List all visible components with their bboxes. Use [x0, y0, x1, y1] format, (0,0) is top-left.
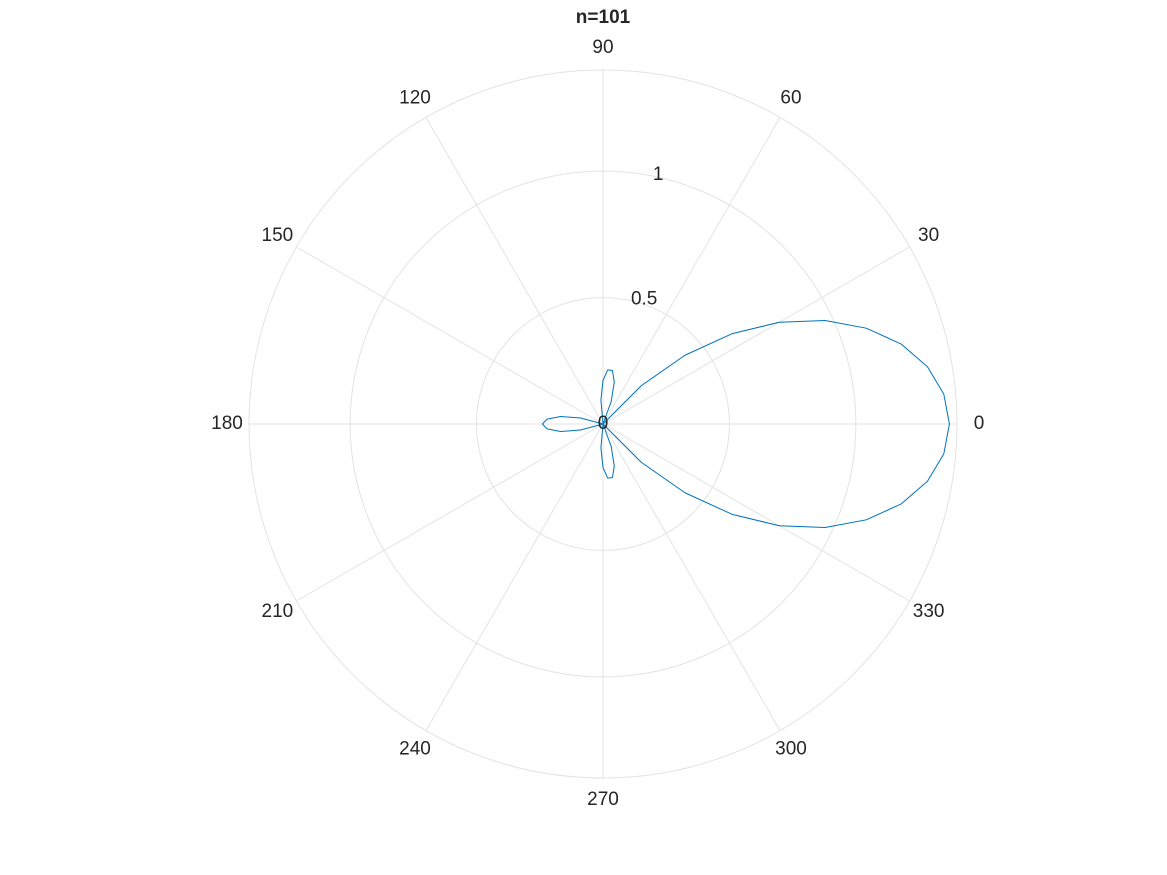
- r-tick-label: 0.5: [631, 289, 657, 310]
- grid-spoke: [296, 246, 604, 425]
- theta-tick-label: 270: [587, 789, 619, 810]
- theta-tick-label: 300: [775, 739, 807, 760]
- theta-tick-label: 330: [913, 601, 945, 622]
- grid-spoke: [296, 423, 604, 602]
- r-tick-label: 1: [653, 164, 664, 185]
- theta-tick-label: 180: [211, 413, 243, 434]
- chart-title: n=101: [576, 7, 631, 28]
- grid-spoke: [602, 117, 781, 425]
- theta-tick-label: 240: [399, 739, 431, 760]
- grid-spoke: [602, 423, 781, 731]
- theta-tick-label: 210: [262, 601, 294, 622]
- data-line: [541, 319, 950, 529]
- grid-spoke: [425, 117, 604, 425]
- grid-spoke: [425, 423, 604, 731]
- theta-tick-label: 30: [918, 225, 939, 246]
- theta-tick-label: 0: [974, 413, 985, 434]
- theta-tick-label: 60: [780, 87, 801, 108]
- theta-tick-label: 150: [262, 225, 294, 246]
- theta-tick-label: 120: [399, 87, 431, 108]
- r-tick-label: 0: [598, 413, 609, 434]
- theta-tick-label: 90: [592, 37, 613, 58]
- grid-spoke: [602, 423, 910, 602]
- grid-spoke: [602, 246, 910, 425]
